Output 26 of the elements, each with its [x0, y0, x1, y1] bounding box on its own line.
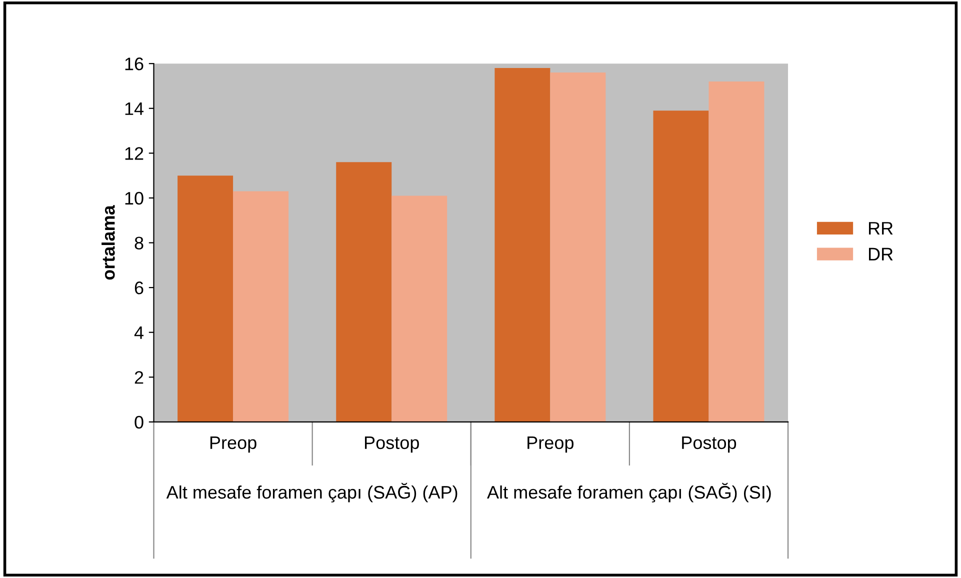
y-tick-label: 0: [134, 416, 144, 429]
bar: [708, 82, 764, 422]
x-tick-label: Postop: [364, 436, 419, 453]
legend-label: RR: [868, 222, 893, 234]
y-tick-label: 4: [134, 326, 144, 339]
bar: [550, 72, 606, 422]
y-tick-label: 8: [134, 236, 144, 250]
y-tick-label: 14: [125, 102, 144, 115]
bar: [233, 191, 289, 422]
x-tick-label: Preop: [528, 436, 574, 453]
text: Alt mesafe foramen çapı (SAĞ) (SI): [487, 482, 771, 502]
y-tick-label: 16: [125, 58, 144, 70]
bar: [494, 68, 550, 422]
legend-label: DR: [868, 248, 893, 260]
y-tick-label: 10: [125, 192, 144, 205]
bar: [392, 196, 448, 422]
y-axis-title: ortalama: [102, 205, 115, 280]
bar: [336, 162, 392, 422]
x-tick-label: Preop: [210, 436, 256, 453]
y-tick-label: 2: [134, 371, 144, 384]
y-tick-label: 12: [125, 147, 144, 160]
text: Alt mesafe foramen çapı (SAĞ) (AP): [166, 482, 458, 502]
bar: [178, 176, 234, 422]
y-tick-label: 6: [134, 281, 144, 294]
x-tick-label: Postop: [682, 436, 736, 453]
bar: [653, 110, 709, 422]
